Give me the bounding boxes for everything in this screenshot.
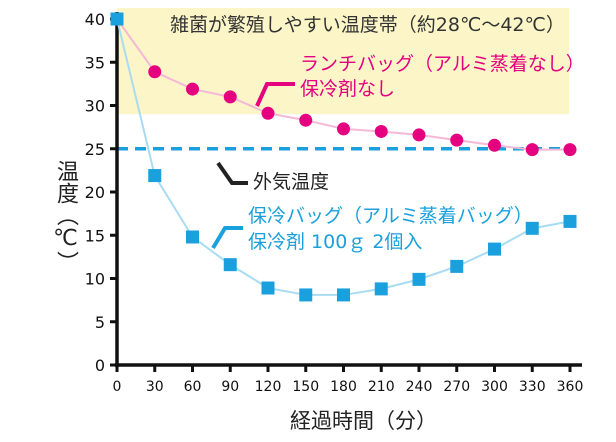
y-tick-label: 35 [85, 53, 105, 72]
data-point [488, 242, 501, 256]
band-label: 雑菌が繁殖しやすい温度帯（約28℃〜42℃） [170, 14, 565, 36]
data-point [374, 282, 388, 296]
data-point [186, 230, 199, 244]
data-point [261, 281, 275, 295]
y-tick-label: 40 [85, 10, 105, 29]
series-2-label-line2: 保冷剤 100ｇ 2個入 [248, 231, 423, 253]
x-tick-label: 0 [113, 379, 122, 395]
series-2-label: 保冷バッグ（アルミ蒸着バッグ） [248, 205, 533, 227]
data-point [412, 272, 426, 286]
data-point [374, 124, 388, 138]
x-tick-label: 330 [519, 379, 546, 395]
data-point [450, 259, 464, 273]
x-tick-label: 90 [221, 379, 239, 395]
data-point [299, 288, 313, 302]
data-point [337, 288, 350, 302]
y-tick-label: 0 [95, 356, 105, 375]
x-tick-label: 210 [368, 379, 395, 395]
data-point [525, 221, 539, 235]
data-point [525, 143, 539, 157]
data-point [223, 258, 237, 272]
data-point [148, 65, 162, 79]
x-tick-label: 300 [481, 379, 508, 395]
y-tick-label: 20 [85, 183, 105, 202]
x-tick-label: 60 [184, 379, 202, 395]
y-tick-label: 10 [85, 270, 105, 289]
band-rect [117, 8, 569, 115]
x-tick-label: 120 [255, 379, 282, 395]
x-axis-title: 経過時間（分） [290, 409, 437, 433]
data-point [223, 90, 237, 104]
y-tick-label: 5 [95, 313, 105, 332]
data-point [563, 214, 577, 228]
y-axis-title: 温度（℃） [53, 160, 78, 273]
x-tick-label: 360 [557, 379, 584, 395]
x-tick-label: 150 [292, 379, 319, 395]
y-tick-label: 25 [85, 140, 105, 159]
series-1-label-line2: 保冷剤なし [300, 78, 396, 100]
series-1-leader [255, 82, 295, 107]
data-point [412, 128, 426, 142]
data-point [299, 113, 313, 127]
data-point [261, 106, 275, 120]
x-tick-label: 240 [406, 379, 433, 395]
x-tick-label: 30 [146, 379, 164, 395]
y-tick-label: 15 [85, 226, 105, 245]
data-point [186, 82, 199, 96]
reference-label: 外気温度 [253, 171, 330, 193]
data-point [337, 122, 350, 136]
series-1-label: ランチバッグ（アルミ蒸着なし） [300, 53, 585, 75]
data-point [148, 169, 162, 183]
data-point [488, 138, 501, 152]
x-tick-label: 270 [443, 379, 470, 395]
y-tick-label: 30 [85, 97, 105, 116]
data-point [563, 143, 577, 157]
reference-leader [216, 161, 248, 185]
data-point [450, 133, 464, 147]
data-point [110, 12, 124, 26]
x-tick-label: 180 [330, 379, 357, 395]
series-2-leader [211, 226, 243, 250]
